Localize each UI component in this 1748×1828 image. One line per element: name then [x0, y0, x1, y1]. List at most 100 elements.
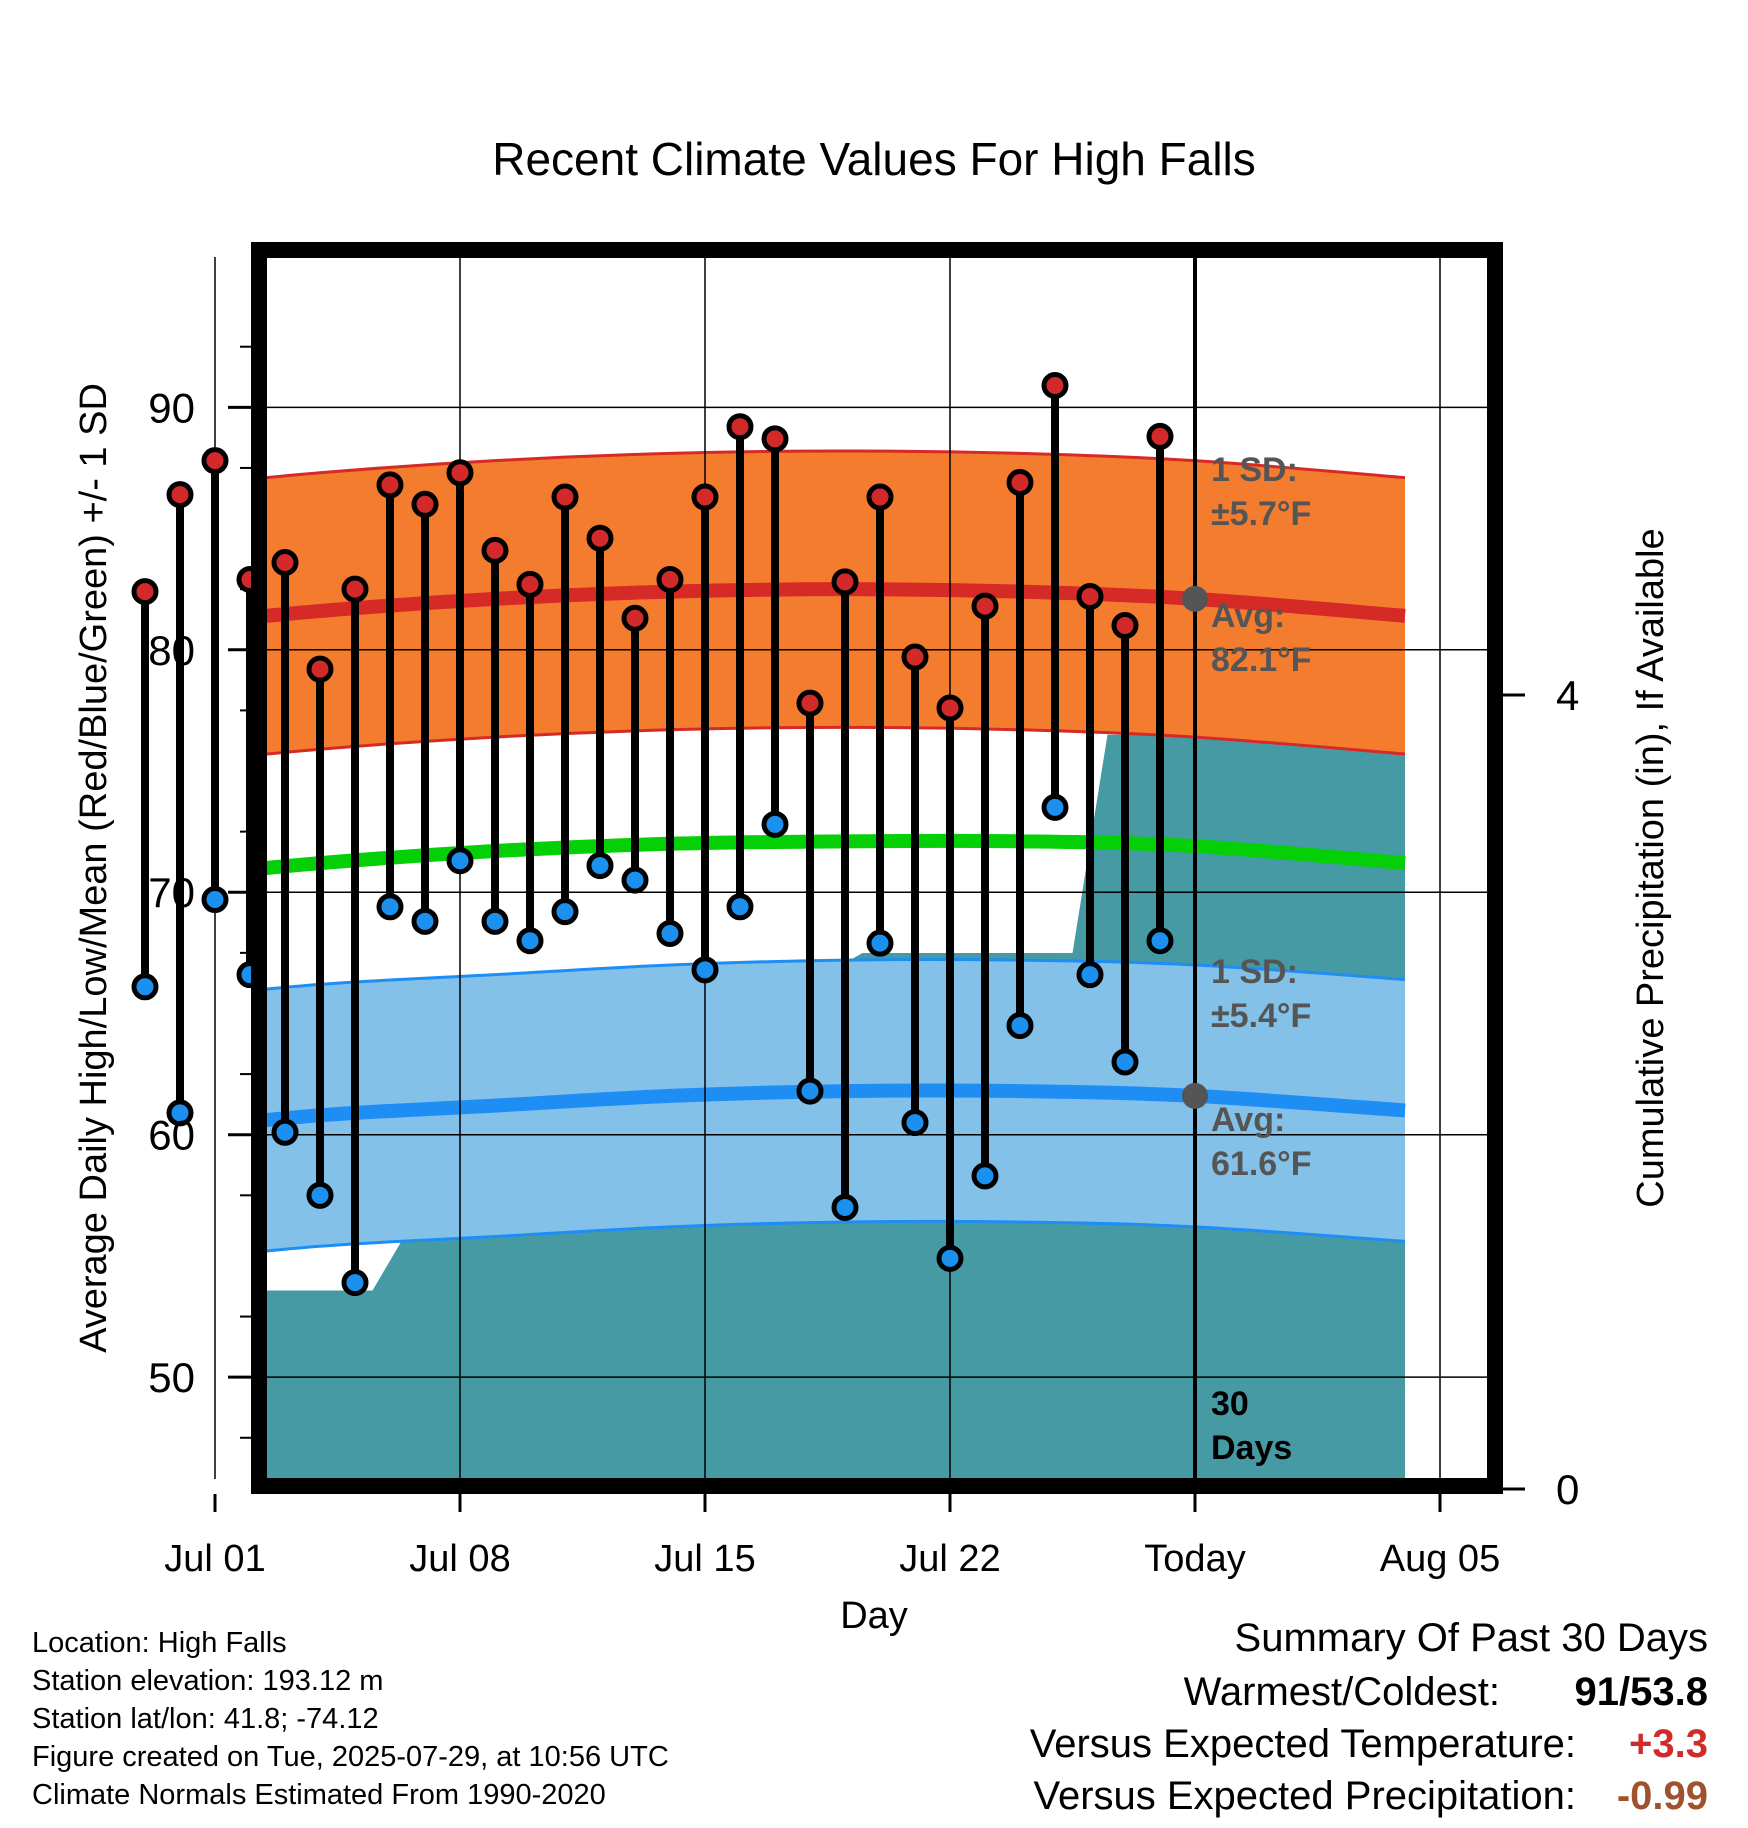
high-sd-band: [265, 450, 1405, 755]
daily-low-point: [901, 1109, 929, 1137]
daily-low-point: [201, 886, 229, 914]
daily-high-point: [341, 575, 369, 603]
x-tick-label: Today: [1144, 1538, 1245, 1580]
low-sd-value: ±5.4°F: [1211, 997, 1311, 1035]
daily-high-point: [551, 483, 579, 511]
summary-title: Summary Of Past 30 Days: [1234, 1616, 1708, 1660]
daily-high-point: [726, 413, 754, 441]
daily-low-point: [271, 1118, 299, 1146]
daily-high-point: [376, 471, 404, 499]
daily-low-point: [586, 852, 614, 880]
warm-cold-label: Warmest/Coldest:: [1183, 1670, 1500, 1714]
normal-mean-line: [265, 833, 1406, 876]
daily-low-point: [1076, 961, 1104, 989]
daily-low-point: [306, 1181, 334, 1209]
precip-label: Versus Expected Precipitation:: [1033, 1774, 1576, 1818]
low-avg-label: Avg:: [1211, 1101, 1285, 1139]
x-tick-label: Aug 05: [1380, 1538, 1500, 1580]
location-text: Location: High Falls: [32, 1627, 287, 1659]
data-marks: [131, 372, 1174, 1297]
y-tick-label: 80: [148, 627, 195, 674]
today-low-avg-marker: [1182, 1082, 1208, 1109]
y-tick-label: 90: [148, 384, 195, 431]
daily-high-point: [971, 592, 999, 620]
x-tick-label: Jul 08: [409, 1538, 510, 1580]
daily-high-point: [831, 568, 859, 596]
daily-low-point: [516, 927, 544, 955]
normal-low-line: [265, 1083, 1406, 1128]
y-tick-label: 60: [148, 1112, 195, 1159]
low-sd-band-lower-edge: [265, 1219, 1406, 1253]
daily-high-point: [201, 447, 229, 475]
daily-high-point: [1146, 422, 1174, 450]
daily-high-point: [1076, 582, 1104, 610]
plot-area: [265, 449, 1406, 1479]
daily-high-point: [446, 459, 474, 487]
latlon-text: Station lat/lon: 41.8; -74.12: [32, 1703, 379, 1735]
daily-low-point: [691, 956, 719, 984]
annotations: 1 SD: ±5.7°F Avg: 82.1°F 1 SD: ±5.4°F Avg: 61.6…: [1182, 451, 1312, 1467]
high-sd-band-upper-edge: [265, 449, 1406, 480]
x-tick-label: Jul 15: [654, 1538, 755, 1580]
daily-low-point: [341, 1269, 369, 1297]
daily-high-point: [1041, 372, 1069, 400]
low-sd-label: 1 SD:: [1211, 953, 1298, 991]
daily-low-point: [621, 866, 649, 894]
normals-text: Climate Normals Estimated From 1990-2020: [32, 1779, 606, 1811]
daily-high-point: [761, 425, 789, 453]
daily-low-point: [971, 1162, 999, 1190]
chart-title: Recent Climate Values For High Falls: [492, 133, 1256, 185]
daily-low-point: [761, 810, 789, 838]
daily-high-point: [866, 483, 894, 511]
y-tick-label: 50: [148, 1354, 195, 1401]
low-sd-band-upper-edge: [265, 958, 1406, 991]
daily-high-point: [796, 689, 824, 717]
daily-low-point: [656, 919, 684, 947]
precip-row: Versus Expected Precipitation: -0.99: [808, 1774, 1708, 1820]
daily-high-point: [1111, 612, 1139, 640]
daily-low-point: [411, 907, 439, 935]
temp-row: Versus Expected Temperature: +3.3: [808, 1722, 1708, 1768]
daily-low-point: [796, 1077, 824, 1105]
daily-low-point: [936, 1244, 964, 1272]
warmest-value: 91: [1574, 1670, 1620, 1714]
daily-low-point: [131, 973, 159, 1001]
y-axis-right-label: Cumulative Precipitation (in), If Availa…: [1630, 528, 1672, 1207]
daily-high-point: [166, 481, 194, 509]
daily-high-point: [306, 655, 334, 683]
created-text: Figure created on Tue, 2025-07-29, at 10…: [32, 1741, 669, 1773]
daily-low-point: [831, 1193, 859, 1221]
daily-low-point: [446, 847, 474, 875]
station-info: Location: High Falls Station elevation: …: [32, 1624, 669, 1814]
daily-low-point: [1006, 1012, 1034, 1040]
high-sd-label: 1 SD:: [1211, 451, 1298, 489]
daily-low-point: [866, 929, 894, 957]
y-right-tick-label: 0: [1556, 1466, 1579, 1513]
days-number: 30: [1211, 1385, 1249, 1423]
plot-frame: [251, 242, 1503, 1494]
normal-high-line: [265, 582, 1406, 623]
x-axis-label: Day: [840, 1595, 908, 1637]
daily-low-point: [1111, 1048, 1139, 1076]
daily-high-point: [936, 694, 964, 722]
daily-low-point: [551, 898, 579, 926]
temp-label: Versus Expected Temperature:: [1029, 1722, 1576, 1766]
warm-cold-row: Warmest/Coldest: 91/53.8: [808, 1670, 1708, 1716]
daily-low-point: [166, 1099, 194, 1127]
elevation-text: Station elevation: 193.12 m: [32, 1665, 384, 1697]
daily-high-point: [621, 604, 649, 632]
daily-low-point: [1041, 793, 1069, 821]
daily-low-point: [1146, 927, 1174, 955]
daily-low-point: [376, 893, 404, 921]
y-axis-label: Average Daily High/Low/Mean (Red/Blue/Gr…: [73, 383, 115, 1353]
daily-high-point: [411, 490, 439, 518]
today-high-avg-marker: [1182, 585, 1208, 612]
coldest-value: 53.8: [1630, 1670, 1708, 1714]
x-tick-label: Jul 22: [899, 1538, 1000, 1580]
low-avg-value: 61.6°F: [1211, 1145, 1312, 1183]
daily-high-point: [481, 536, 509, 564]
days-word: Days: [1211, 1429, 1292, 1467]
y-right-tick-label: 4: [1556, 672, 1579, 719]
